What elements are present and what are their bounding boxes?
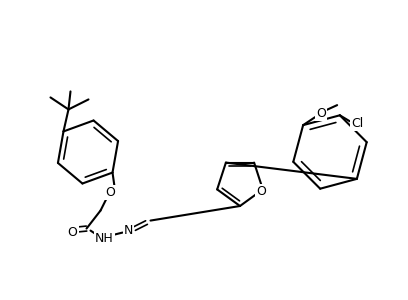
Text: N: N xyxy=(124,224,133,237)
Text: O: O xyxy=(256,185,266,198)
Text: O: O xyxy=(106,186,115,199)
Text: NH: NH xyxy=(95,232,114,245)
Text: O: O xyxy=(68,226,78,239)
Text: Cl: Cl xyxy=(352,117,364,130)
Text: O: O xyxy=(316,106,326,120)
